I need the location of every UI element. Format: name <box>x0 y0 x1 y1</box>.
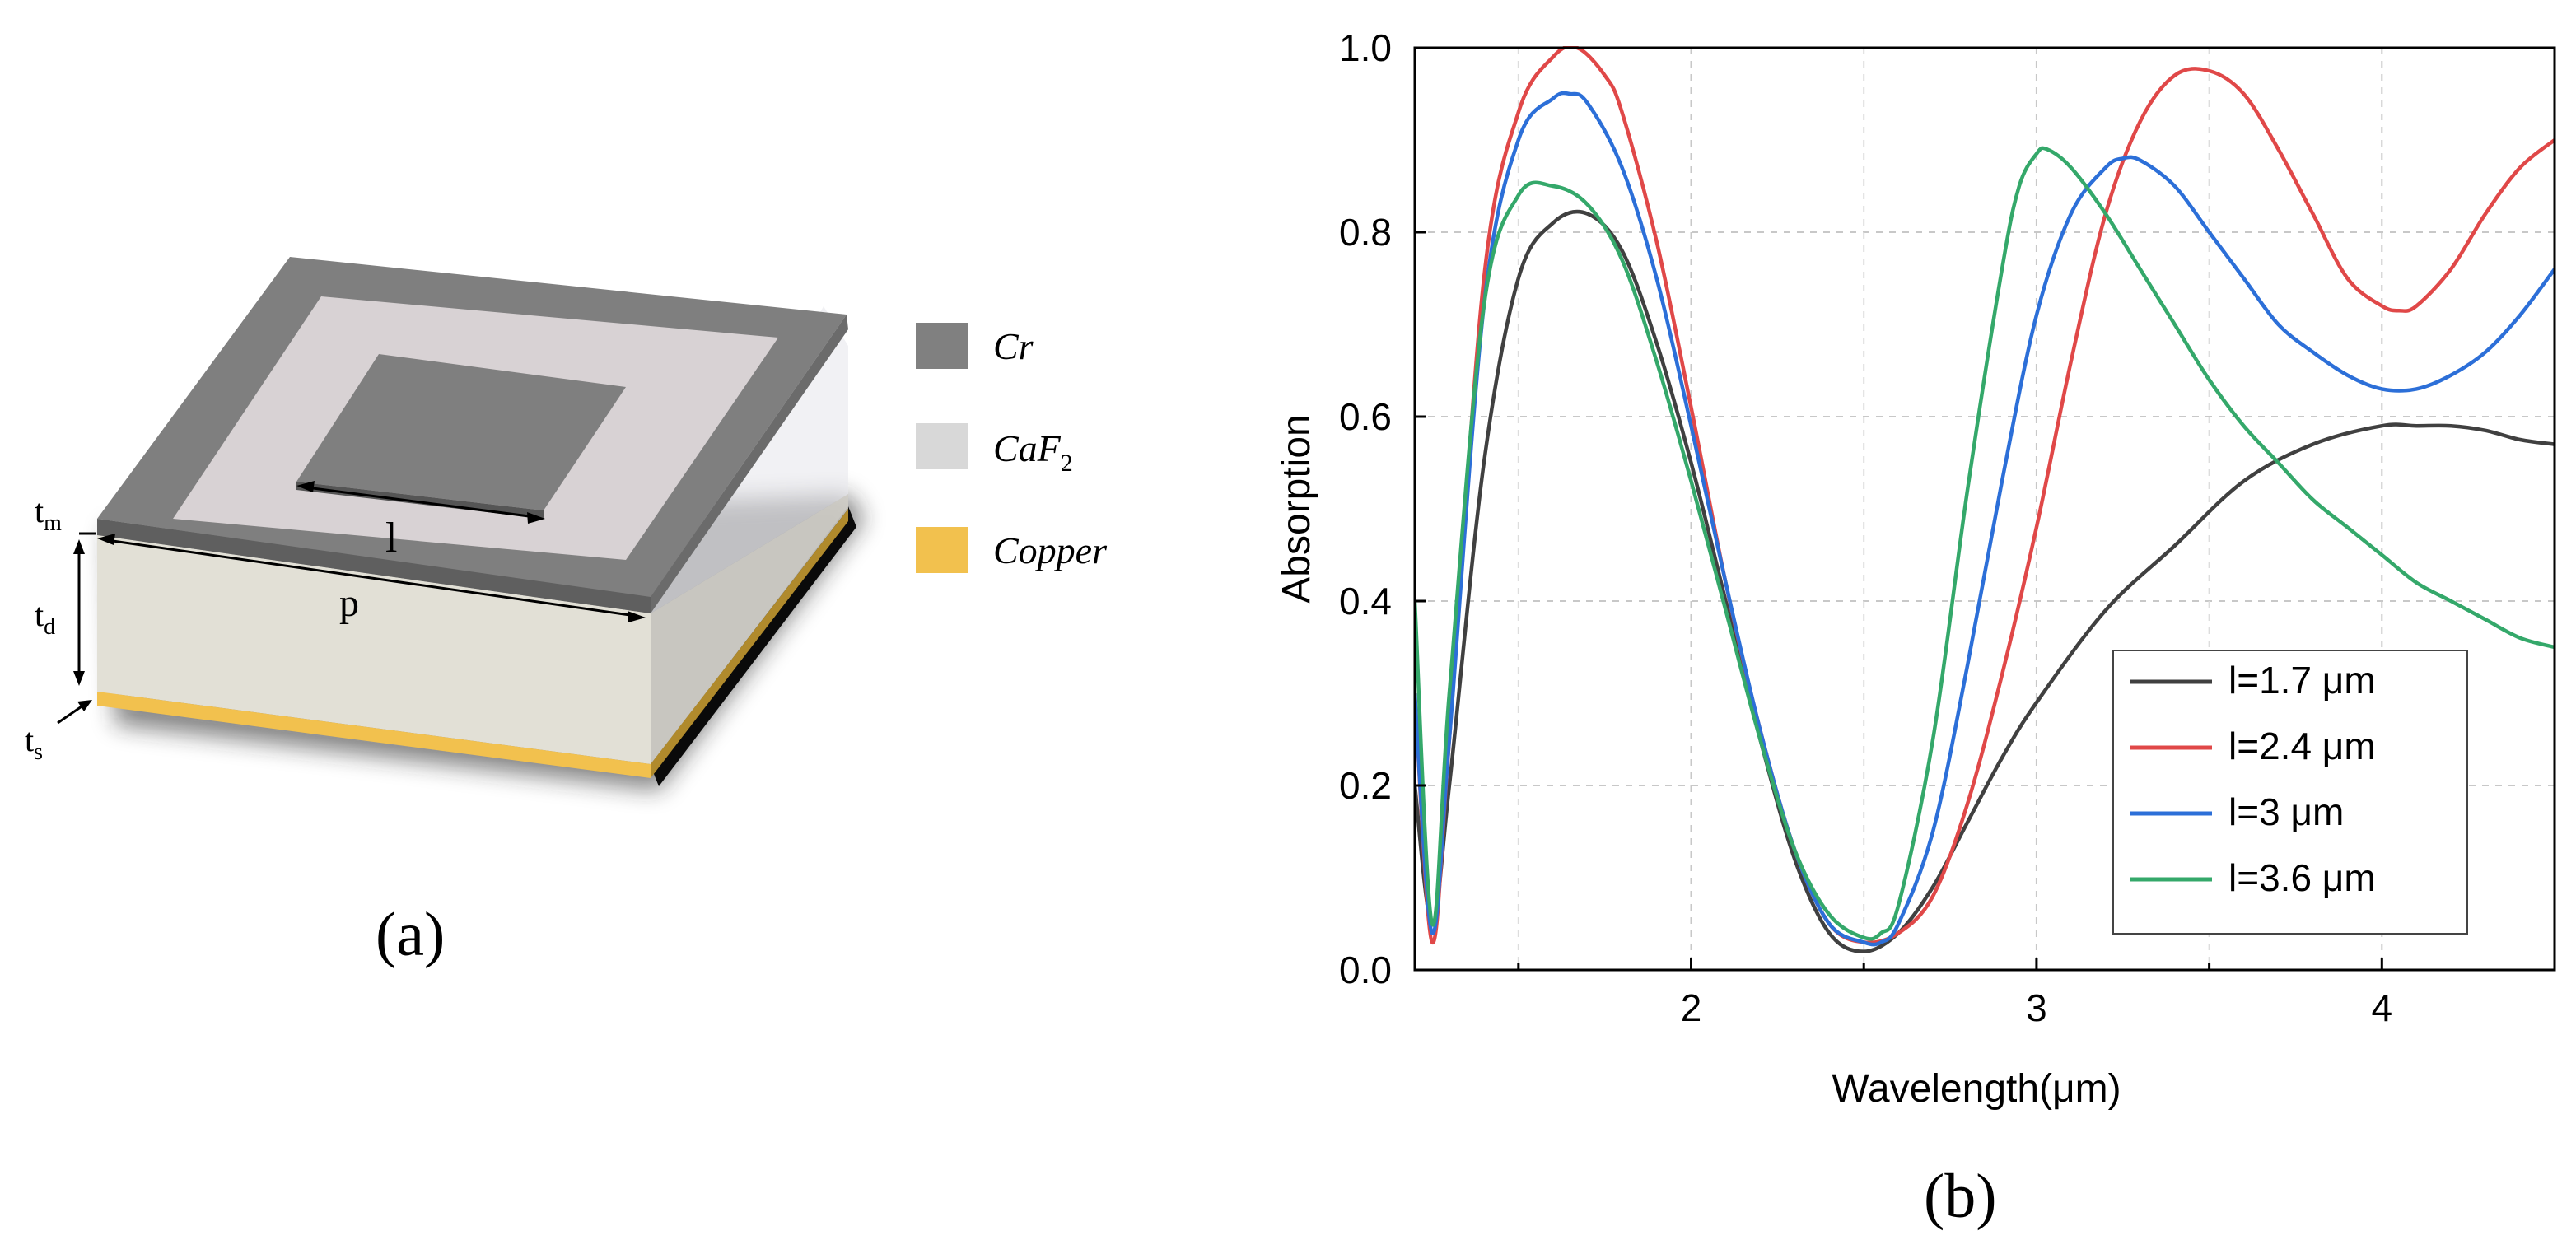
label-p: p <box>339 581 359 625</box>
series-line-4 <box>1415 146 2555 941</box>
cr-square-patch <box>296 354 626 510</box>
legend-label-cr: Cr <box>993 325 1034 367</box>
y-tick-label: 0.4 <box>1339 580 1392 622</box>
label-tm: tm <box>35 492 62 536</box>
caf2-front-face <box>97 535 651 764</box>
legend-label-3: l=3 μm <box>2228 790 2344 833</box>
x-tick-label: 3 <box>2026 986 2047 1029</box>
cr-frame-edge-front <box>97 519 651 613</box>
legend-label-copper: Copper <box>993 529 1108 571</box>
label-td: td <box>35 596 55 640</box>
dimension-p-arrow <box>97 534 646 622</box>
copper-layer-side <box>651 509 848 778</box>
dimension-l-arrow <box>296 481 545 524</box>
y-tick-label: 0.2 <box>1339 764 1392 807</box>
material-legend: Cr CaF2 Copper <box>916 323 1108 573</box>
chart-legend: l=1.7 μm l=2.4 μm l=3 μm l=3.6 μm <box>2112 650 2468 935</box>
caption-a: (a) <box>376 900 445 969</box>
series-line-1 <box>1415 209 2555 953</box>
y-tick-label: 1.0 <box>1339 26 1392 69</box>
unit-cell-schematic: tm td ts l p Cr CaF2 Copper (a) <box>25 257 1108 969</box>
legend-box <box>2112 650 2468 935</box>
y-tick-label: 0.8 <box>1339 211 1392 254</box>
label-ts: ts <box>25 721 43 765</box>
axes-frame <box>1413 46 2556 972</box>
y-tick-label: 0.0 <box>1339 949 1392 991</box>
x-axis-label: Wavelength(μm) <box>1832 1067 2121 1111</box>
label-l: l <box>385 515 397 562</box>
dimension-ts-arrow <box>57 700 92 725</box>
dimension-td-arrow <box>73 539 85 686</box>
legend-label-1: l=1.7 μm <box>2228 659 2376 702</box>
legend-label-2: l=2.4 μm <box>2228 725 2376 767</box>
caption-b: (b) <box>1924 1162 1997 1231</box>
legend-label-4: l=3.6 μm <box>2228 856 2376 899</box>
y-tick-label: 0.6 <box>1339 395 1392 438</box>
caf2-right-face <box>651 494 848 764</box>
legend-swatch-caf2 <box>916 423 968 469</box>
legend-label-caf2: CaF2 <box>993 427 1073 477</box>
legend-swatch-copper <box>916 527 968 573</box>
cr-frame-edge-right <box>651 315 848 613</box>
legend-swatch-cr <box>916 323 968 369</box>
copper-layer <box>97 692 651 778</box>
series-line-2 <box>1415 46 2555 945</box>
y-axis-label: Absorption <box>1275 414 1318 603</box>
x-tick-label: 2 <box>1681 986 1702 1029</box>
x-tick-label: 4 <box>2372 986 2393 1029</box>
series-line-3 <box>1415 91 2555 947</box>
